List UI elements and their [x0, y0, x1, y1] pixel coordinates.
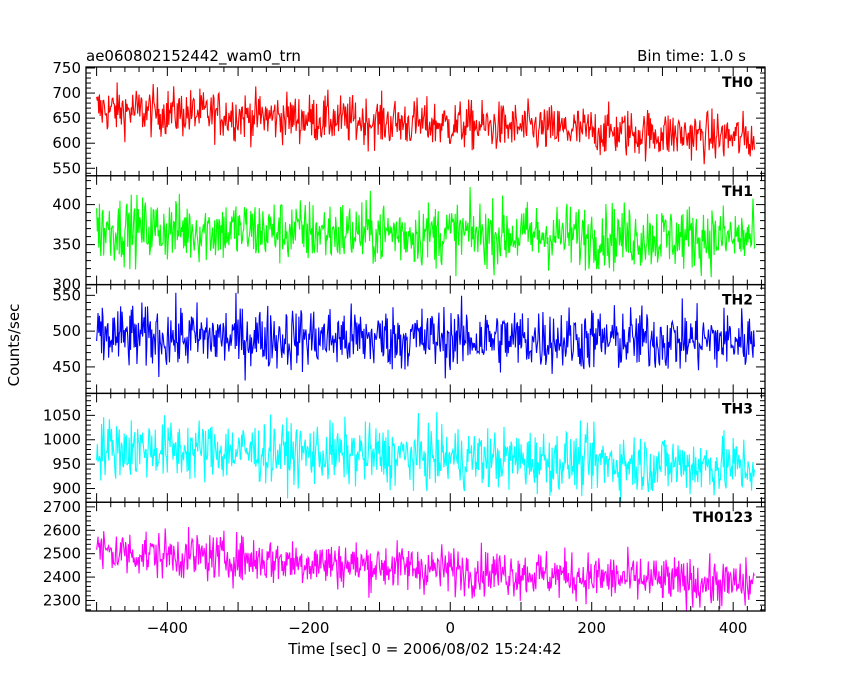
y-axis-title: Counts/sec [5, 304, 23, 387]
panels: 550 600 650 700 750 TH0 300 350 400 TH1 450 500 550 T… [43, 59, 766, 637]
y-tick-label: 700 [52, 84, 81, 102]
y-tick-label: 950 [52, 455, 81, 473]
y-tick-label: 550 [52, 286, 81, 304]
y-tick-label: 500 [52, 322, 81, 340]
y-tick-label: 1050 [43, 406, 81, 424]
y-tick-label: 350 [52, 236, 81, 254]
y-tick-label: 900 [52, 480, 81, 498]
panel-label-th2: TH2 [722, 293, 753, 309]
x-tick-label: 400 [719, 619, 748, 637]
panel-label-th1: TH1 [722, 184, 753, 200]
y-tick-label: 2600 [43, 521, 81, 539]
x-tick-label: 0 [445, 619, 455, 637]
y-tick-label: 400 [52, 196, 81, 214]
series-line-th0 [96, 82, 755, 165]
series-line-th0123 [96, 527, 755, 612]
panel-label-th0123: TH0123 [693, 510, 753, 526]
series-line-th3 [96, 411, 755, 503]
y-tick-label: 2400 [43, 568, 81, 586]
x-axis-title: Time [sec] 0 = 2006/08/02 15:24:42 [287, 640, 561, 658]
y-tick-label: 600 [52, 134, 81, 152]
y-tick-label: 2500 [43, 545, 81, 563]
y-tick-label: 450 [52, 358, 81, 376]
bin-time-label: Bin time: 1.0 s [637, 47, 746, 65]
y-tick-label: 2700 [43, 498, 81, 516]
x-tick-label: 200 [577, 619, 606, 637]
panel-label-th0: TH0 [722, 75, 753, 91]
y-tick-label: 1000 [43, 431, 81, 449]
series-line-th1 [96, 187, 755, 278]
x-tick-label: −200 [288, 619, 329, 637]
y-tick-label: 300 [52, 276, 81, 294]
y-tick-label: 550 [52, 159, 81, 177]
x-tick-label: −400 [147, 619, 188, 637]
series-line-th2 [96, 292, 755, 381]
y-tick-label: 2300 [43, 591, 81, 609]
chart-title: ae060802152442_wam0_trn [86, 47, 301, 66]
panel-frame-th0123 [85, 501, 766, 612]
y-tick-label: 650 [52, 109, 81, 127]
panel-label-th3: TH3 [722, 401, 753, 417]
y-tick-label: 750 [52, 59, 81, 77]
